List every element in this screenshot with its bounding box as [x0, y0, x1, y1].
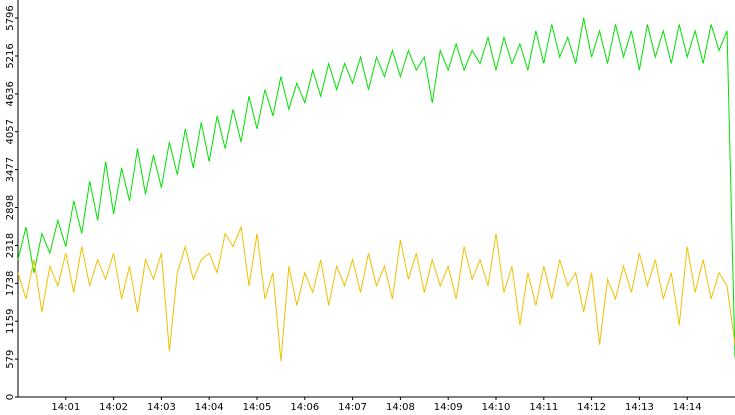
x-tick-label: 14:02 [99, 402, 128, 413]
y-tick-label: 3477 [5, 157, 16, 182]
x-tick-label: 14:09 [434, 402, 463, 413]
y-tick-label: 0 [5, 394, 16, 400]
x-tick-label: 14:13 [625, 402, 654, 413]
x-tick-label: 14:03 [147, 402, 176, 413]
series-line [17, 17, 735, 358]
x-tick-label: 14:14 [673, 402, 702, 413]
y-tick-label: 5796 [5, 5, 16, 30]
x-tick-label: 14:10 [482, 402, 511, 413]
series-line [17, 225, 735, 362]
y-tick-label: 1159 [5, 308, 16, 333]
y-tick-label: 4057 [5, 119, 16, 144]
x-tick-label: 14:11 [529, 402, 558, 413]
x-tick-label: 14:05 [243, 402, 272, 413]
x-tick-label: 14:01 [51, 402, 80, 413]
y-tick-label: 2898 [5, 195, 16, 220]
y-tick-label: 5216 [5, 43, 16, 68]
x-tick-label: 14:04 [195, 402, 224, 413]
x-tick-label: 14:07 [338, 402, 367, 413]
x-tick-label: 14:12 [577, 402, 606, 413]
y-tick-label: 2318 [5, 233, 16, 258]
y-tick-label: 579 [5, 350, 16, 369]
y-tick-label: 4636 [5, 81, 16, 106]
x-tick-label: 14:08 [386, 402, 415, 413]
x-tick-label: 14:06 [290, 402, 319, 413]
y-tick-label: 1738 [5, 271, 16, 296]
